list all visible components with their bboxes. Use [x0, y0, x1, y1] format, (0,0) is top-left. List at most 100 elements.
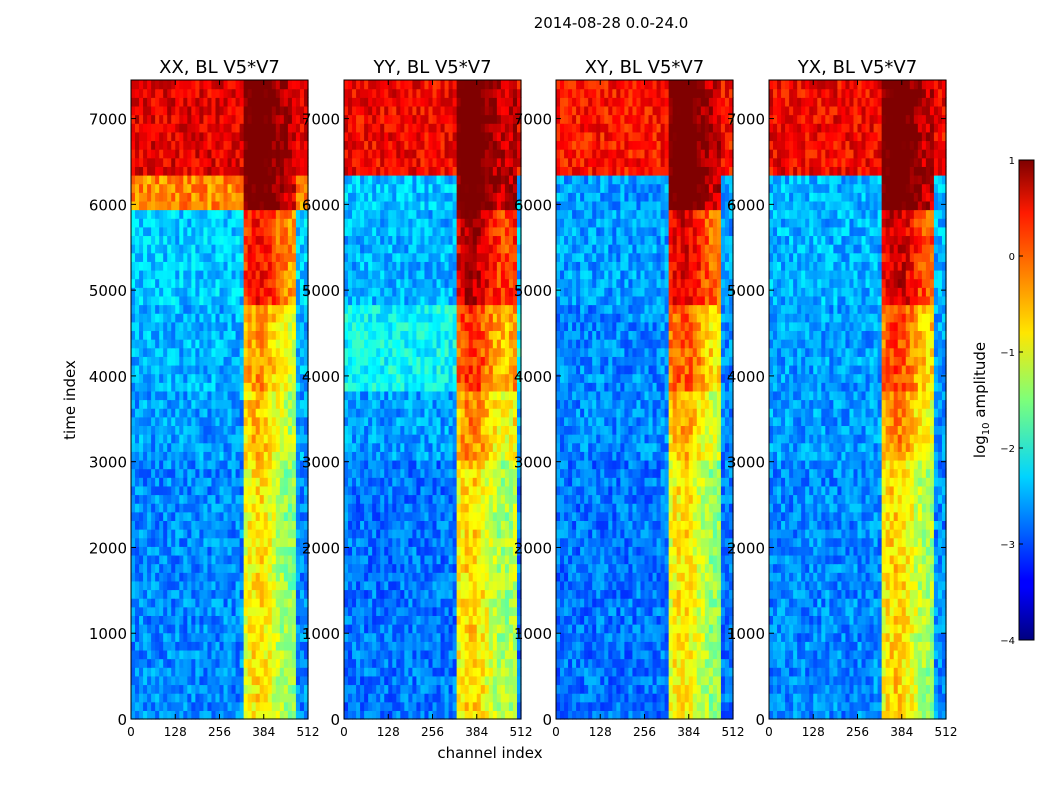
- heatmap-cell: [195, 382, 200, 392]
- heatmap-cell: [428, 546, 434, 556]
- heatmap-cell: [476, 546, 482, 556]
- heatmap-cell: [432, 615, 438, 625]
- heatmap-cell: [263, 425, 269, 435]
- heatmap-cell: [416, 615, 422, 625]
- heatmap-cell: [484, 693, 490, 703]
- heatmap-cell: [279, 459, 285, 470]
- heatmap-cell: [179, 330, 184, 340]
- heatmap-cell: [191, 589, 196, 599]
- heatmap-cell: [283, 200, 289, 211]
- heatmap-cell: [243, 598, 249, 608]
- heatmap-cell: [364, 572, 369, 582]
- heatmap-cell: [384, 563, 389, 573]
- heatmap-cell: [203, 701, 209, 711]
- heatmap-cell: [187, 520, 192, 530]
- heatmap-cell: [187, 321, 192, 332]
- heatmap-cell: [135, 615, 140, 625]
- heatmap-cell: [279, 667, 285, 677]
- heatmap-cell: [432, 511, 438, 521]
- heatmap-cell: [299, 149, 305, 159]
- heatmap-cell: [267, 693, 273, 703]
- heatmap-cell: [303, 434, 309, 444]
- heatmap-cell: [195, 477, 200, 487]
- heatmap-cell: [235, 183, 241, 193]
- heatmap-cell: [183, 606, 188, 616]
- heatmap-cell: [287, 356, 293, 366]
- heatmap-cell: [187, 287, 192, 297]
- heatmap-cell: [496, 675, 502, 686]
- heatmap-cell: [203, 537, 209, 547]
- heatmap-cell: [207, 235, 213, 245]
- heatmap-cell: [151, 572, 156, 582]
- heatmap-cell: [271, 425, 277, 435]
- heatmap-cell: [183, 416, 188, 427]
- heatmap-cell: [444, 649, 450, 660]
- heatmap-cell: [303, 598, 309, 608]
- heatmap-cell: [167, 166, 172, 176]
- heatmap-cell: [271, 339, 277, 349]
- heatmap-cell: [271, 580, 277, 591]
- heatmap-cell: [235, 598, 241, 608]
- heatmap-cell: [384, 598, 389, 608]
- heatmap-cell: [211, 321, 217, 332]
- heatmap-cell: [299, 287, 305, 297]
- heatmap-cell: [171, 356, 176, 366]
- heatmap-cell: [428, 615, 434, 625]
- heatmap-cell: [271, 459, 277, 470]
- heatmap-cell: [512, 529, 518, 539]
- heatmap-cell: [436, 693, 442, 703]
- heatmap-cell: [376, 390, 381, 401]
- heatmap-cell: [251, 554, 257, 565]
- heatmap-cell: [416, 425, 422, 435]
- heatmap-cell: [452, 408, 458, 418]
- heatmap-cell: [203, 218, 209, 228]
- heatmap-cell: [356, 546, 361, 556]
- heatmap-cell: [179, 416, 184, 427]
- heatmap-cell: [492, 451, 498, 461]
- heatmap-cell: [287, 252, 293, 262]
- heatmap-cell: [508, 624, 514, 634]
- heatmap-cell: [508, 416, 514, 427]
- heatmap-cell: [155, 477, 160, 487]
- heatmap-cell: [215, 269, 221, 280]
- heatmap-cell: [432, 589, 438, 599]
- heatmap-cell: [211, 200, 217, 211]
- heatmap-cell: [388, 563, 393, 573]
- heatmap-cell: [239, 97, 245, 107]
- heatmap-cell: [364, 589, 369, 599]
- heatmap-cell: [143, 442, 148, 452]
- heatmap-cell: [183, 321, 188, 332]
- heatmap-cell: [295, 451, 301, 461]
- heatmap-cell: [404, 554, 409, 565]
- heatmap-cell: [380, 485, 385, 496]
- heatmap-cell: [372, 399, 377, 409]
- heatmap-cell: [255, 658, 261, 668]
- heatmap-cell: [199, 364, 205, 375]
- heatmap-cell: [476, 693, 482, 703]
- heatmap-cell: [139, 321, 144, 332]
- heatmap-cell: [255, 615, 261, 625]
- heatmap-cell: [303, 494, 309, 504]
- heatmap-cell: [472, 520, 478, 530]
- heatmap-cell: [420, 485, 426, 496]
- heatmap-cell: [171, 632, 176, 642]
- heatmap-cell: [219, 269, 225, 280]
- heatmap-cell: [231, 105, 237, 116]
- heatmap-cell: [259, 572, 265, 582]
- heatmap-cell: [163, 244, 168, 254]
- heatmap-cell: [388, 589, 393, 599]
- heatmap-cell: [263, 615, 269, 625]
- heatmap-cell: [163, 503, 168, 513]
- heatmap-cell: [211, 649, 217, 660]
- heatmap-cell: [227, 598, 233, 608]
- heatmap-cell: [199, 287, 205, 297]
- heatmap-cell: [231, 399, 237, 409]
- heatmap-cell: [488, 546, 494, 556]
- heatmap-cell: [235, 304, 241, 314]
- heatmap-cell: [408, 503, 413, 513]
- heatmap-cell: [243, 174, 249, 185]
- heatmap-cell: [199, 140, 205, 150]
- heatmap-cell: [175, 174, 180, 185]
- heatmap-cell: [384, 485, 389, 496]
- heatmap-cell: [287, 321, 293, 332]
